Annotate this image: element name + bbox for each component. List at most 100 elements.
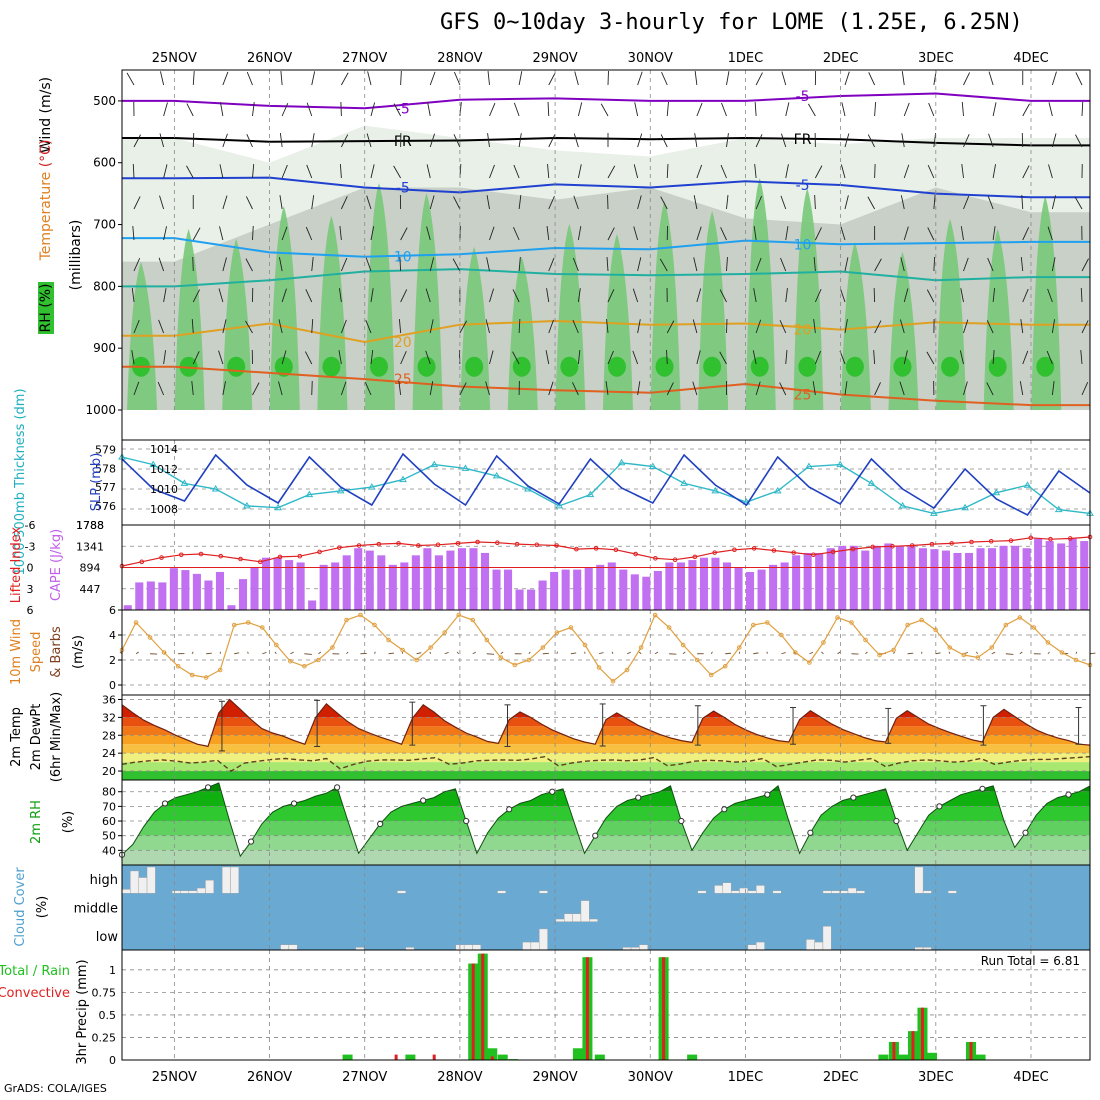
li-marker (1008, 538, 1014, 543)
date-label-bottom: 30NOV (628, 1070, 673, 1085)
ylabel-minmax: (6hr Min/Max) (49, 692, 64, 782)
thickness-marker (586, 490, 595, 498)
ytick-label-left: -3 (25, 540, 36, 553)
rh-marker (161, 800, 169, 807)
cloud-bar (497, 890, 507, 894)
li-marker (277, 554, 283, 560)
li-marker (198, 551, 204, 557)
cape-bar (308, 600, 317, 610)
chart-title: GFS 0~10day 3-hourly for LOME (1.25E, 6.… (440, 10, 1023, 35)
wind-barb (844, 71, 850, 86)
cape-bar (999, 545, 1008, 610)
cloud-bar (463, 944, 473, 951)
wind-barb (1046, 350, 1053, 365)
thickness-marker (180, 479, 189, 486)
li-marker (870, 544, 875, 550)
ytick-label-right: 1341 (76, 540, 104, 553)
wind-barb (1047, 226, 1053, 241)
wind-barb (518, 133, 522, 148)
li-marker (495, 540, 500, 546)
wind-barb (899, 319, 905, 334)
wind-barb (486, 653, 495, 655)
li-marker (337, 545, 342, 550)
temp-band (122, 735, 1090, 745)
wind-barb (318, 651, 322, 655)
upper-air-panel: -5 -5 FR FR -5 -5 10 10 20 20 25 25 500 600 700 800 900 1… (85, 70, 1090, 440)
wind-barb (807, 103, 816, 117)
wind-speed-marker (161, 650, 167, 655)
cape-bar (1057, 543, 1066, 610)
wind-barb (606, 319, 609, 334)
wind-barb (192, 227, 201, 241)
temp-band (122, 744, 1090, 754)
cloud-bar (697, 890, 707, 894)
wind-barb (632, 288, 639, 303)
wind-barb (992, 164, 996, 179)
wind-barb (901, 133, 905, 148)
ytick-label: 40 (102, 844, 116, 857)
ylabel-li: Lifted Index (9, 526, 24, 603)
wind-barb (163, 288, 167, 303)
ylabel-precip: 3hr Precip (mm) (75, 959, 90, 1064)
wind-barb (1020, 319, 1024, 334)
wind-barb (992, 288, 996, 303)
date-label-top: 26NOV (247, 51, 292, 66)
li-marker (771, 548, 777, 553)
isotherm-label: FR (394, 134, 412, 150)
rh-core (322, 356, 341, 377)
temp-band (122, 753, 1090, 763)
ytick-label: 20 (102, 765, 116, 778)
wind-speed-marker (652, 612, 658, 618)
wind-barb (489, 350, 494, 365)
rh-marker (807, 829, 814, 836)
cape-bar (273, 557, 282, 610)
wind-barb (753, 226, 757, 241)
ytick-label-left: 578 (95, 462, 116, 475)
ylabel-millibars: (millibars) (68, 220, 84, 291)
ytick-label-right: 1788 (76, 519, 104, 532)
wind-barb (218, 288, 224, 303)
temp-band (122, 699, 1090, 718)
wind-speed-marker (484, 637, 490, 643)
wind-barb (813, 319, 816, 334)
li-marker (396, 541, 401, 546)
wind-barb (426, 226, 431, 241)
date-label-top: 3DEC (918, 51, 954, 66)
wind-barb (611, 651, 614, 654)
wind-barb (338, 288, 342, 303)
thickness-marker (399, 475, 407, 483)
axis-label: Lifted Index (9, 526, 24, 603)
wind-barb (755, 257, 762, 272)
wind-barb (607, 289, 615, 303)
wind-barb (459, 382, 467, 396)
wind-barb (486, 195, 490, 210)
wind-barb (696, 350, 701, 365)
rh-band (122, 850, 1090, 865)
cloud-bar (397, 890, 406, 894)
wind-barb (547, 164, 550, 179)
wind-barb (986, 382, 994, 396)
cape-bar (1045, 541, 1054, 610)
wind-barb (370, 164, 375, 179)
precip-convective-bar (662, 957, 666, 1060)
ytick-label: 36 (102, 693, 116, 706)
wind-barb (548, 319, 554, 334)
axis-label: 2m RH (29, 800, 44, 844)
wind-barb (637, 195, 642, 210)
cape-bar (941, 550, 950, 610)
wind-barb (281, 226, 288, 241)
date-label-top: 2DEC (823, 51, 859, 66)
cloud-bar (572, 913, 582, 922)
cape-bar (665, 562, 674, 610)
wind-speed-marker (765, 620, 770, 625)
precip-convective-bar (911, 1031, 915, 1060)
wind-speed-marker (358, 612, 363, 618)
wind-speed-marker (722, 663, 728, 669)
cloud-bar (739, 887, 749, 894)
precip-total-bar (687, 1054, 698, 1060)
wind-barb (393, 103, 402, 117)
li-marker (257, 559, 263, 565)
li-marker (475, 539, 480, 545)
rh-core (512, 356, 531, 377)
